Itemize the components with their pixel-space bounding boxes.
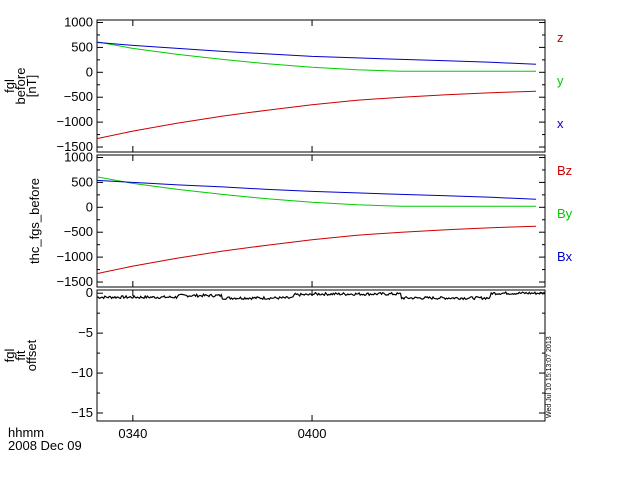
legend-By: By bbox=[557, 206, 573, 221]
y-tick-label: 0 bbox=[86, 285, 93, 300]
y-tick-label: 1000 bbox=[64, 149, 93, 164]
x-tick-label: 0340 bbox=[118, 426, 147, 441]
x-date-label: 2008 Dec 09 bbox=[8, 438, 82, 453]
timestamp-label: Wed Jul 10 15:13:07 2013 bbox=[546, 336, 553, 418]
panel-frame bbox=[96, 19, 546, 153]
legend-y: y bbox=[557, 73, 564, 88]
y-axis-label: before bbox=[13, 68, 28, 105]
panel-frame bbox=[96, 154, 546, 288]
series-line-y bbox=[96, 41, 536, 72]
y-axis-label: [nT] bbox=[24, 75, 39, 97]
y-axis-label: fgl bbox=[2, 79, 17, 93]
y-tick-label: 500 bbox=[71, 39, 93, 54]
y-tick-label: −500 bbox=[64, 89, 93, 104]
legend-z: z bbox=[557, 30, 564, 45]
series-line-Bz bbox=[96, 225, 537, 275]
y-tick-label: 0 bbox=[86, 199, 93, 214]
y-tick-label: −1000 bbox=[56, 114, 93, 129]
y-axis-label: thc_fgs_before bbox=[27, 178, 42, 264]
legend-x: x bbox=[557, 116, 564, 131]
series-line-x bbox=[96, 41, 537, 65]
legend-Bx: Bx bbox=[557, 249, 573, 264]
y-tick-label: −500 bbox=[64, 224, 93, 239]
legend-Bz: Bz bbox=[557, 163, 572, 178]
series-line-z bbox=[96, 90, 537, 140]
x-tick-label: 0400 bbox=[298, 426, 327, 441]
series-line-By bbox=[96, 176, 536, 207]
panel-frame bbox=[96, 289, 546, 422]
y-tick-label: 500 bbox=[71, 174, 93, 189]
y-tick-label: −1500 bbox=[56, 274, 93, 289]
series-line-Bx bbox=[96, 179, 537, 200]
y-tick-label: −1500 bbox=[56, 139, 93, 154]
y-axis-label: fgl bbox=[2, 349, 17, 363]
y-tick-label: −10 bbox=[71, 365, 93, 380]
x-units-label: hhmm bbox=[8, 425, 44, 440]
y-axis-label: offset bbox=[24, 339, 39, 371]
y-tick-label: 0 bbox=[86, 64, 93, 79]
y-tick-label: −5 bbox=[78, 325, 93, 340]
x-axis-labels: 0340 0400 bbox=[118, 426, 326, 441]
y-tick-label: −15 bbox=[71, 405, 93, 420]
series-line-offset bbox=[96, 290, 546, 301]
y-tick-label: −1000 bbox=[56, 249, 93, 264]
panel-2: 1000 500 0 −500 −1000 −1500 thc_fgs_before Bz By… bbox=[27, 149, 573, 289]
y-axis-label: fit bbox=[13, 350, 28, 361]
y-tick-label: 1000 bbox=[64, 14, 93, 29]
chart-panels: 10005000−500−1000−1500fglbefore[nT]zyx10… bbox=[2, 14, 573, 422]
